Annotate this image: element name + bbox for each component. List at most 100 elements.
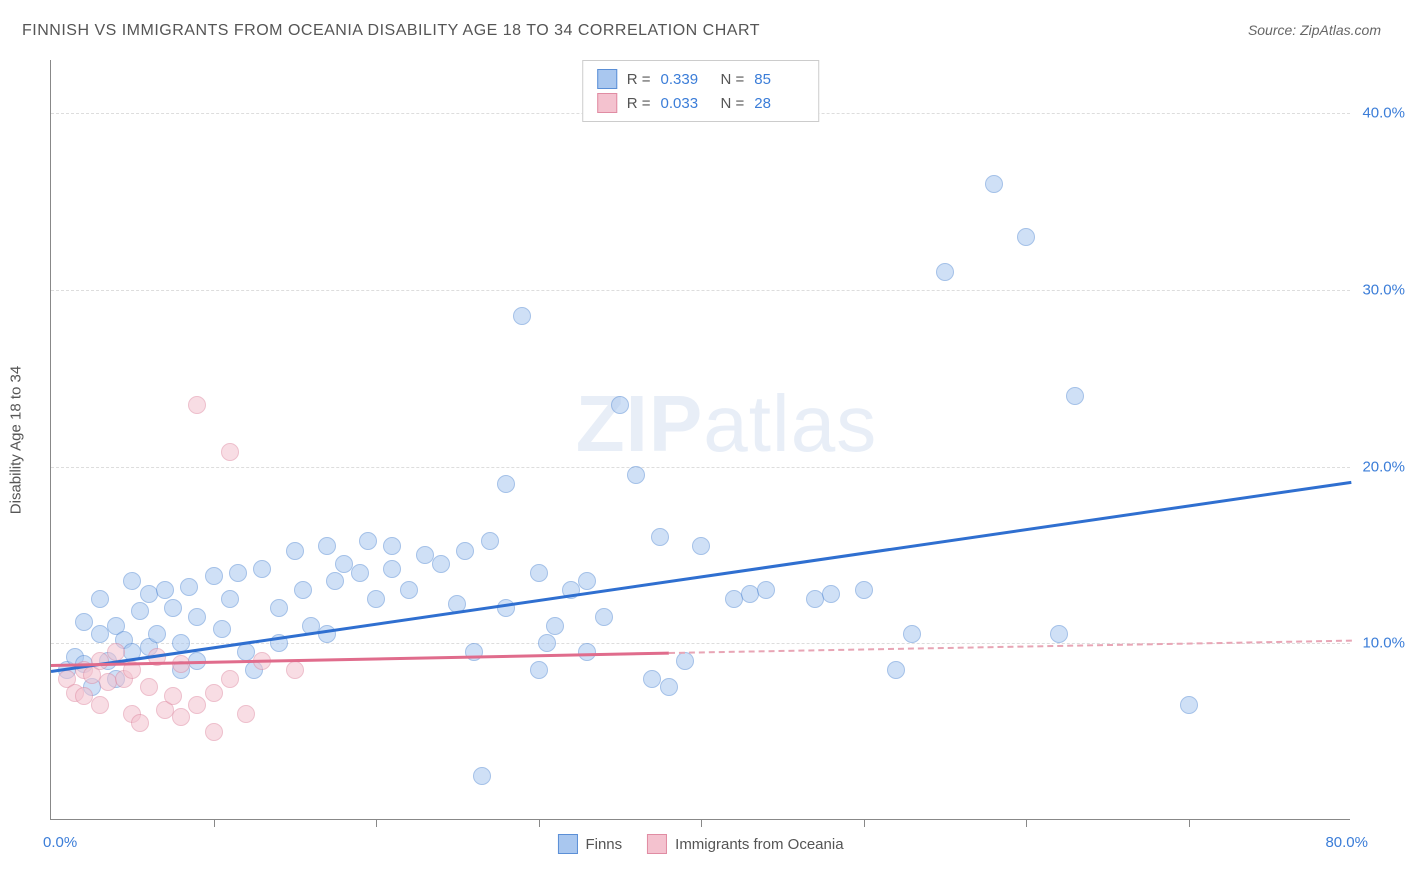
scatter-point [335, 555, 353, 573]
scatter-point [188, 396, 206, 414]
scatter-point [359, 532, 377, 550]
scatter-point [221, 443, 239, 461]
scatter-point [286, 661, 304, 679]
series-legend-label: Immigrants from Oceania [675, 836, 843, 853]
chart-title: FINNISH VS IMMIGRANTS FROM OCEANIA DISAB… [22, 22, 760, 40]
scatter-point [627, 466, 645, 484]
scatter-point [416, 546, 434, 564]
stats-legend: R =0.339N =85R =0.033N =28 [582, 60, 820, 122]
x-tick [701, 819, 702, 827]
plot-area: ZIPatlas Disability Age 18 to 34 0.0% 80… [50, 60, 1350, 820]
scatter-point [936, 263, 954, 281]
scatter-point [383, 537, 401, 555]
scatter-point [456, 542, 474, 560]
scatter-point [107, 643, 125, 661]
series-legend-item: Finns [557, 834, 622, 854]
x-tick [214, 819, 215, 827]
legend-swatch [647, 834, 667, 854]
stats-legend-row: R =0.339N =85 [597, 67, 805, 91]
x-tick [864, 819, 865, 827]
scatter-point [221, 670, 239, 688]
x-tick [1189, 819, 1190, 827]
series-legend: Finns Immigrants from Oceania [557, 834, 843, 854]
scatter-point [822, 585, 840, 603]
scatter-point [367, 590, 385, 608]
x-tick [376, 819, 377, 827]
x-tick [539, 819, 540, 827]
scatter-point [692, 537, 710, 555]
scatter-point [164, 599, 182, 617]
scatter-point [513, 307, 531, 325]
x-min-label: 0.0% [43, 834, 77, 851]
scatter-point [351, 564, 369, 582]
scatter-point [741, 585, 759, 603]
scatter-point [188, 696, 206, 714]
scatter-point [432, 555, 450, 573]
scatter-point [75, 613, 93, 631]
scatter-point [237, 643, 255, 661]
scatter-point [91, 625, 109, 643]
scatter-point [676, 652, 694, 670]
y-tick-label: 30.0% [1362, 281, 1405, 298]
scatter-point [497, 599, 515, 617]
watermark-light: atlas [703, 379, 877, 468]
scatter-point [221, 590, 239, 608]
scatter-point [172, 708, 190, 726]
scatter-point [383, 560, 401, 578]
scatter-point [578, 643, 596, 661]
scatter-point [164, 687, 182, 705]
scatter-point [205, 567, 223, 585]
scatter-point [660, 678, 678, 696]
series-legend-label: Finns [585, 836, 622, 853]
gridline [51, 467, 1350, 468]
scatter-point [643, 670, 661, 688]
scatter-point [140, 585, 158, 603]
scatter-point [253, 560, 271, 578]
scatter-point [229, 564, 247, 582]
scatter-point [903, 625, 921, 643]
scatter-point [286, 542, 304, 560]
scatter-point [1066, 387, 1084, 405]
scatter-point [578, 572, 596, 590]
trend-line-extrapolated [668, 640, 1351, 654]
scatter-point [538, 634, 556, 652]
scatter-point [651, 528, 669, 546]
n-label: N = [721, 95, 745, 112]
scatter-point [75, 687, 93, 705]
scatter-point [205, 723, 223, 741]
r-label: R = [627, 95, 651, 112]
scatter-point [1050, 625, 1068, 643]
legend-swatch [597, 69, 617, 89]
scatter-point [270, 599, 288, 617]
scatter-point [855, 581, 873, 599]
y-tick-label: 40.0% [1362, 105, 1405, 122]
scatter-point [91, 696, 109, 714]
watermark-bold: ZIP [576, 379, 703, 468]
scatter-point [99, 673, 117, 691]
scatter-point [400, 581, 418, 599]
stats-legend-row: R =0.033N =28 [597, 91, 805, 115]
scatter-point [213, 620, 231, 638]
scatter-point [887, 661, 905, 679]
scatter-point [530, 564, 548, 582]
gridline [51, 290, 1350, 291]
scatter-point [1180, 696, 1198, 714]
scatter-point [985, 175, 1003, 193]
r-label: R = [627, 71, 651, 88]
scatter-point [546, 617, 564, 635]
n-value: 85 [754, 71, 804, 88]
y-axis-title: Disability Age 18 to 34 [8, 365, 25, 513]
scatter-point [294, 581, 312, 599]
n-label: N = [721, 71, 745, 88]
scatter-point [131, 602, 149, 620]
scatter-point [326, 572, 344, 590]
scatter-point [180, 578, 198, 596]
source-attribution: Source: ZipAtlas.com [1248, 22, 1381, 38]
x-max-label: 80.0% [1325, 834, 1368, 851]
source-name: ZipAtlas.com [1300, 22, 1381, 38]
scatter-point [1017, 228, 1035, 246]
y-tick-label: 20.0% [1362, 458, 1405, 475]
scatter-point [481, 532, 499, 550]
scatter-point [530, 661, 548, 679]
scatter-point [156, 581, 174, 599]
